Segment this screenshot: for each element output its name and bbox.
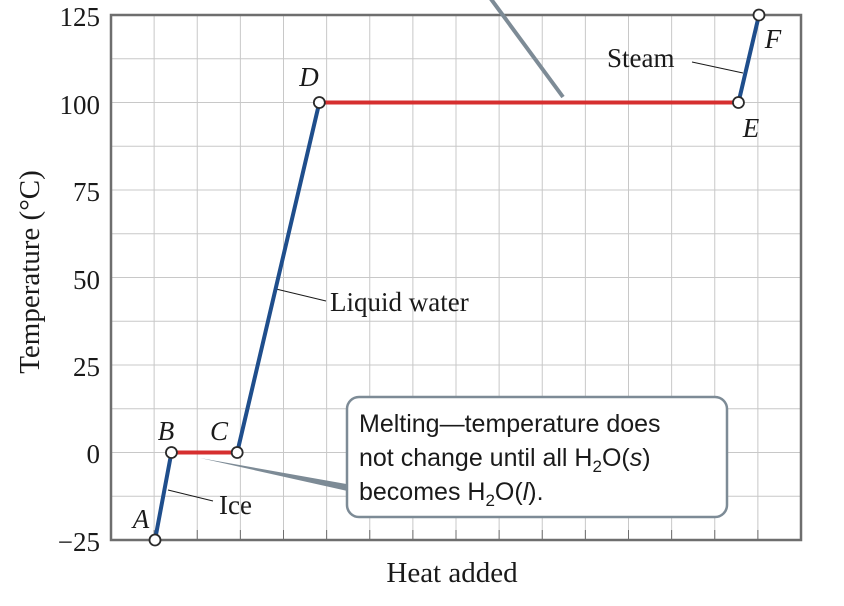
point-d-marker <box>312 96 326 109</box>
point-e-marker <box>732 96 745 109</box>
steam-label: Steam <box>607 43 675 73</box>
y-tick-label: 50 <box>73 265 100 295</box>
point-a-label: A <box>131 504 150 534</box>
y-tick-label: 75 <box>73 177 100 207</box>
point-e-label: E <box>742 113 760 143</box>
steam-label-leader <box>691 61 744 74</box>
point-d-label: D <box>298 62 319 92</box>
y-tick-label: 125 <box>60 2 101 32</box>
melting-callout: Melting—temperature does not change unti… <box>345 395 729 519</box>
callout-line-3: becomes H2O(l). <box>359 478 544 510</box>
point-f-marker <box>752 8 766 22</box>
point-f-label: F <box>764 24 782 54</box>
ice-label-leader <box>167 489 214 502</box>
vaporization-callout-leader <box>489 0 565 99</box>
melting-callout-leader <box>200 458 352 492</box>
liquid-label-leader <box>275 288 327 302</box>
y-tick-label: −25 <box>58 527 100 557</box>
point-a-marker <box>148 533 162 547</box>
segment-e-f <box>736 13 761 105</box>
segment-a-b <box>153 450 174 542</box>
y-tick-label: 0 <box>87 439 101 469</box>
melting-callout-box <box>345 395 729 519</box>
segment-c-d <box>235 100 322 455</box>
y-axis-title: Temperature (°C) <box>14 170 46 374</box>
callout-line-1: Melting—temperature does <box>359 410 661 438</box>
x-axis-title: Heat added <box>386 557 518 589</box>
x-axis-ticks <box>153 530 759 540</box>
callout-line-2: not change until all H2O(s) <box>359 444 651 476</box>
y-tick-label: 100 <box>60 90 101 120</box>
point-b-marker <box>165 446 178 459</box>
ice-label: Ice <box>219 490 252 520</box>
point-c-label: C <box>210 416 229 446</box>
liquid-water-label: Liquid water <box>330 287 469 317</box>
y-tick-label: 25 <box>73 352 100 382</box>
point-b-label: B <box>158 416 175 446</box>
point-c-marker <box>230 446 244 459</box>
